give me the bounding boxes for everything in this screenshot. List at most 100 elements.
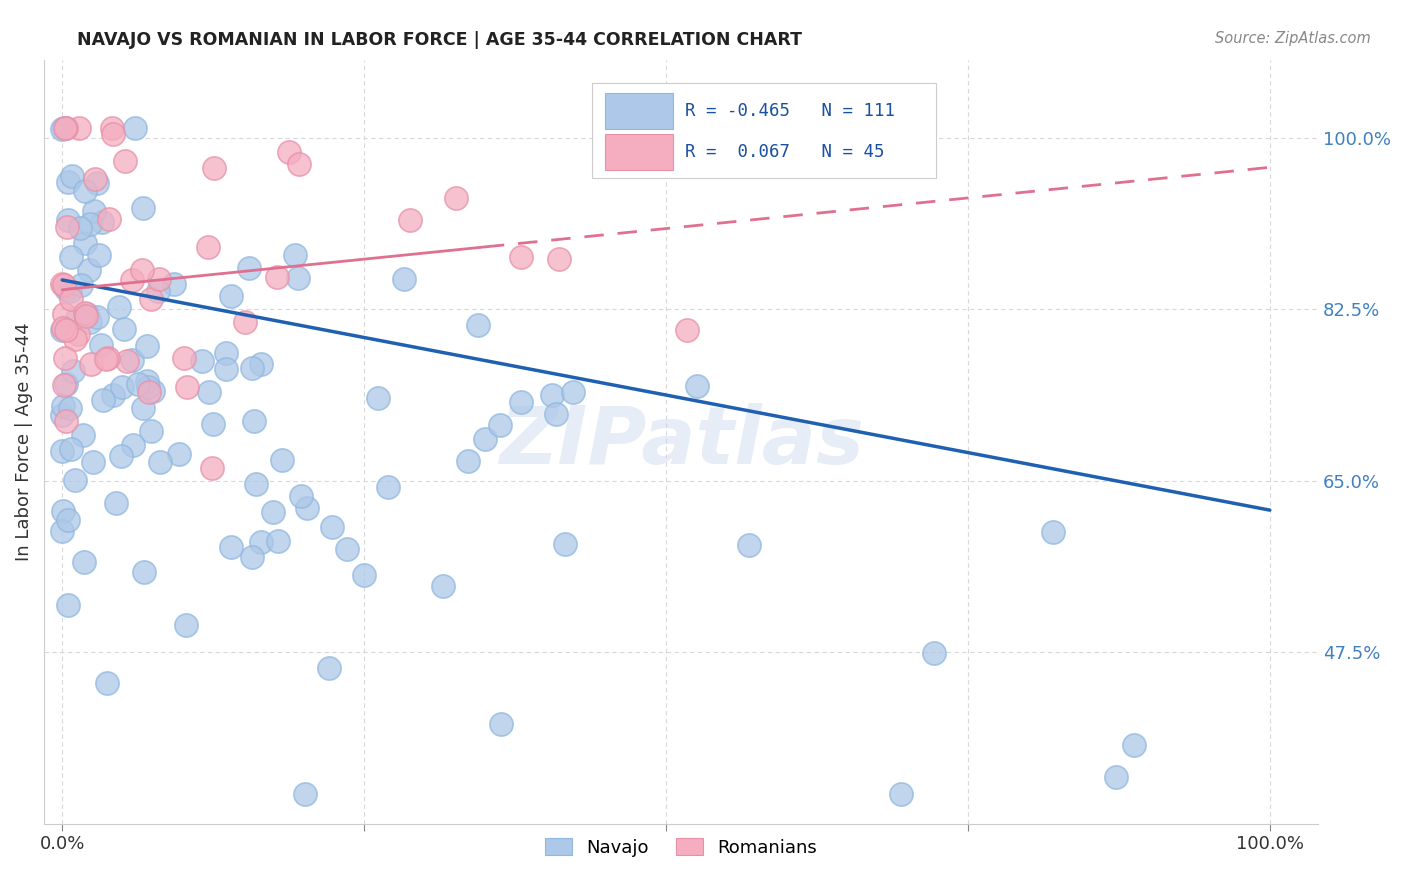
- Point: [191, 354, 214, 368]
- Point: [176, 618, 198, 632]
- Point: [66, 311, 89, 326]
- Point: [86, 310, 108, 324]
- Point: [132, 202, 155, 216]
- Point: [96, 675, 118, 690]
- Point: [86, 176, 108, 190]
- Point: [176, 379, 198, 393]
- Point: [509, 251, 531, 265]
- Point: [114, 322, 136, 336]
- Point: [214, 346, 236, 360]
- Point: [201, 460, 224, 475]
- Point: [53, 121, 76, 136]
- Text: Source: ZipAtlas.com: Source: ZipAtlas.com: [1215, 31, 1371, 46]
- Point: [55, 414, 77, 428]
- Text: ZIPatlas: ZIPatlas: [499, 402, 863, 481]
- Point: [51, 444, 73, 458]
- Point: [149, 455, 172, 469]
- Point: [104, 496, 127, 510]
- Point: [73, 236, 96, 251]
- Point: [163, 277, 186, 292]
- Point: [219, 540, 242, 554]
- Point: [52, 504, 75, 518]
- Point: [97, 212, 120, 227]
- Point: [139, 292, 162, 306]
- Point: [392, 271, 415, 285]
- Point: [142, 384, 165, 399]
- Point: [146, 285, 169, 299]
- Point: [215, 361, 238, 376]
- Point: [136, 380, 159, 394]
- Point: [262, 505, 284, 519]
- Point: [138, 385, 160, 400]
- Point: [55, 376, 77, 391]
- Point: [250, 357, 273, 371]
- Point: [91, 215, 114, 229]
- Point: [52, 399, 75, 413]
- Point: [685, 378, 707, 392]
- Point: [173, 351, 195, 365]
- Point: [266, 270, 288, 285]
- Point: [541, 388, 564, 402]
- Point: [55, 323, 77, 337]
- Point: [79, 315, 101, 329]
- Point: [243, 414, 266, 428]
- Point: [69, 277, 91, 292]
- Point: [127, 376, 149, 391]
- Point: [353, 568, 375, 582]
- Point: [294, 787, 316, 801]
- Point: [321, 520, 343, 534]
- Text: R =  0.067   N = 45: R = 0.067 N = 45: [685, 143, 884, 161]
- Point: [198, 385, 221, 400]
- Point: [121, 273, 143, 287]
- Point: [79, 217, 101, 231]
- Point: [278, 145, 301, 160]
- Point: [510, 395, 533, 409]
- Point: [377, 480, 399, 494]
- Point: [676, 322, 699, 336]
- Point: [474, 432, 496, 446]
- Point: [77, 263, 100, 277]
- Point: [60, 250, 83, 264]
- Point: [131, 262, 153, 277]
- Point: [53, 351, 76, 366]
- Point: [221, 288, 243, 302]
- Point: [52, 377, 75, 392]
- Point: [284, 247, 307, 261]
- Point: [197, 240, 219, 254]
- Point: [96, 352, 118, 367]
- Point: [202, 161, 225, 176]
- Point: [1042, 524, 1064, 539]
- Point: [103, 127, 125, 141]
- Point: [103, 388, 125, 402]
- Point: [89, 248, 111, 262]
- Point: [238, 260, 260, 275]
- Point: [135, 338, 157, 352]
- Point: [141, 424, 163, 438]
- FancyBboxPatch shape: [605, 134, 673, 169]
- Point: [290, 490, 312, 504]
- Point: [73, 184, 96, 198]
- Point: [444, 191, 467, 205]
- Point: [1123, 739, 1146, 753]
- Point: [62, 364, 84, 378]
- Point: [250, 535, 273, 549]
- Point: [55, 282, 77, 296]
- Point: [56, 175, 79, 189]
- FancyBboxPatch shape: [592, 83, 936, 178]
- Legend: Navajo, Romanians: Navajo, Romanians: [537, 831, 824, 864]
- Point: [90, 338, 112, 352]
- Point: [399, 212, 422, 227]
- Point: [890, 787, 912, 801]
- Point: [167, 447, 190, 461]
- Point: [76, 307, 98, 321]
- Point: [55, 121, 77, 136]
- Point: [111, 380, 134, 394]
- Point: [114, 154, 136, 169]
- Point: [432, 579, 454, 593]
- Point: [267, 534, 290, 549]
- Point: [554, 537, 576, 551]
- Point: [53, 307, 76, 321]
- Point: [91, 392, 114, 407]
- Point: [108, 300, 131, 314]
- Point: [367, 391, 389, 405]
